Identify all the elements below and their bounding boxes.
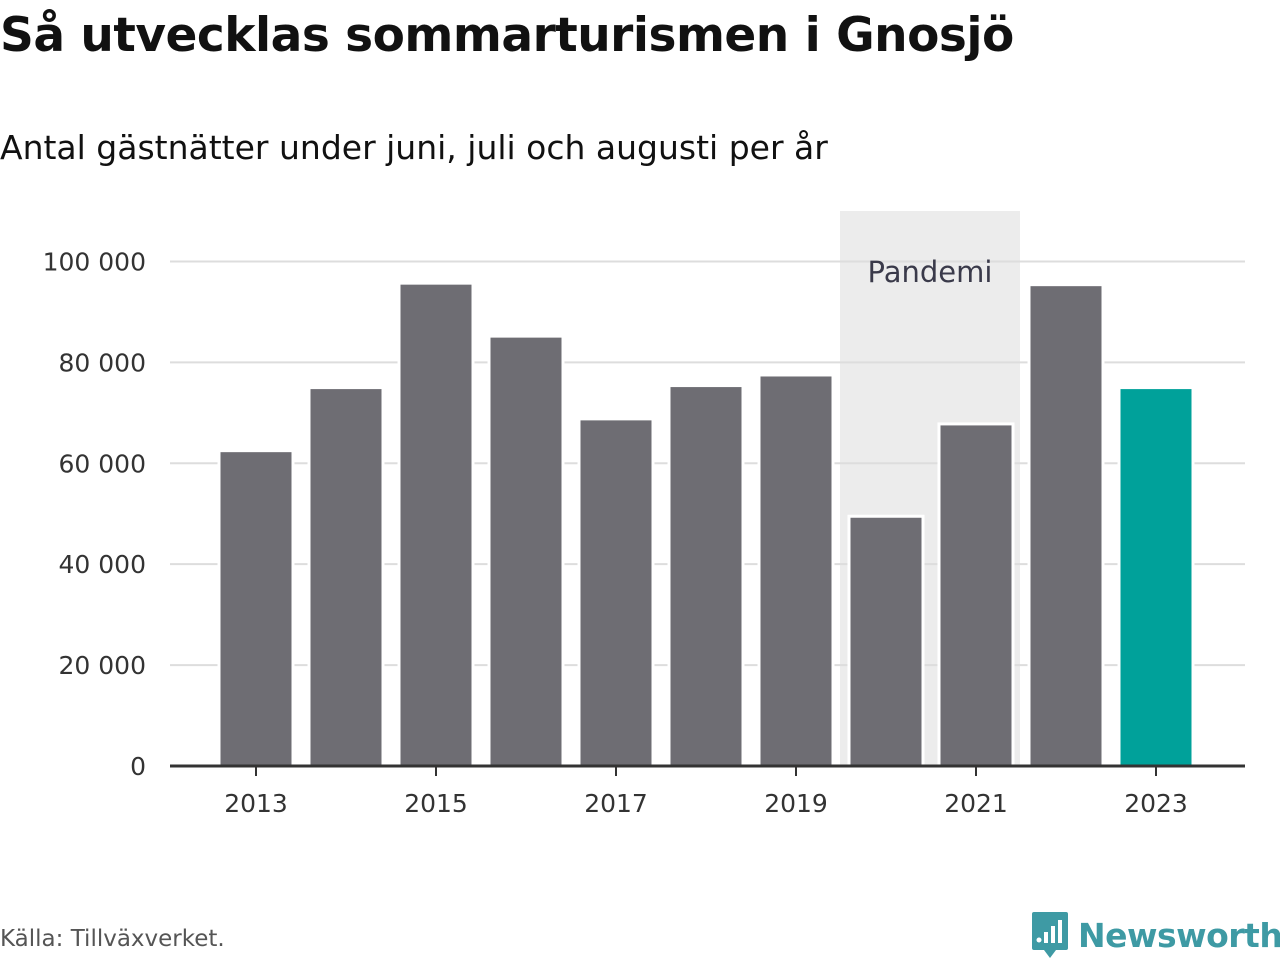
bar-chart-speech-bubble-icon (1032, 912, 1068, 958)
x-axis-tick-labels: 2013 2015 2017 2019 2021 2023 (224, 789, 1188, 818)
bar-2016 (487, 334, 565, 768)
y-axis-tick-labels: 0 20 000 40 000 60 000 80 000 100 000 (43, 247, 146, 781)
y-tick-label: 100 000 (43, 247, 146, 276)
y-tick-label: 40 000 (59, 550, 146, 579)
chart-title: Så utvecklas sommarturismen i Gnosjö (0, 8, 1014, 63)
x-tick-label: 2023 (1124, 789, 1188, 818)
pandemic-label: Pandemi (868, 255, 993, 289)
bar-2020 (847, 514, 925, 768)
bar-2017 (577, 417, 655, 768)
bar-2022 (1027, 283, 1105, 768)
bar-2013 (217, 449, 295, 768)
x-tick-label: 2013 (224, 789, 288, 818)
bar-2015 (397, 281, 475, 768)
bar-2018 (667, 384, 745, 768)
y-tick-label: 20 000 (59, 651, 146, 680)
y-tick-label: 0 (130, 752, 146, 781)
y-tick-label: 80 000 (59, 348, 146, 377)
x-axis (170, 764, 1245, 776)
bar-2023 (1117, 386, 1195, 768)
newsworthy-logo: Newsworthy (1030, 910, 1280, 960)
bar-2021 (937, 422, 1015, 768)
y-tick-label: 60 000 (59, 449, 146, 478)
x-tick-label: 2021 (944, 789, 1008, 818)
logo-wordmark: Newsworthy (1078, 915, 1280, 955)
bar-2014 (307, 386, 385, 768)
x-tick-label: 2017 (584, 789, 648, 818)
annotations: Pandemi (868, 255, 993, 289)
x-tick-label: 2019 (764, 789, 828, 818)
source-note: Källa: Tillväxverket. (0, 926, 225, 952)
x-tick-label: 2015 (404, 789, 468, 818)
chart-subtitle: Antal gästnätter under juni, juli och au… (0, 128, 828, 167)
bar-2019 (757, 373, 835, 768)
bars (217, 281, 1195, 768)
